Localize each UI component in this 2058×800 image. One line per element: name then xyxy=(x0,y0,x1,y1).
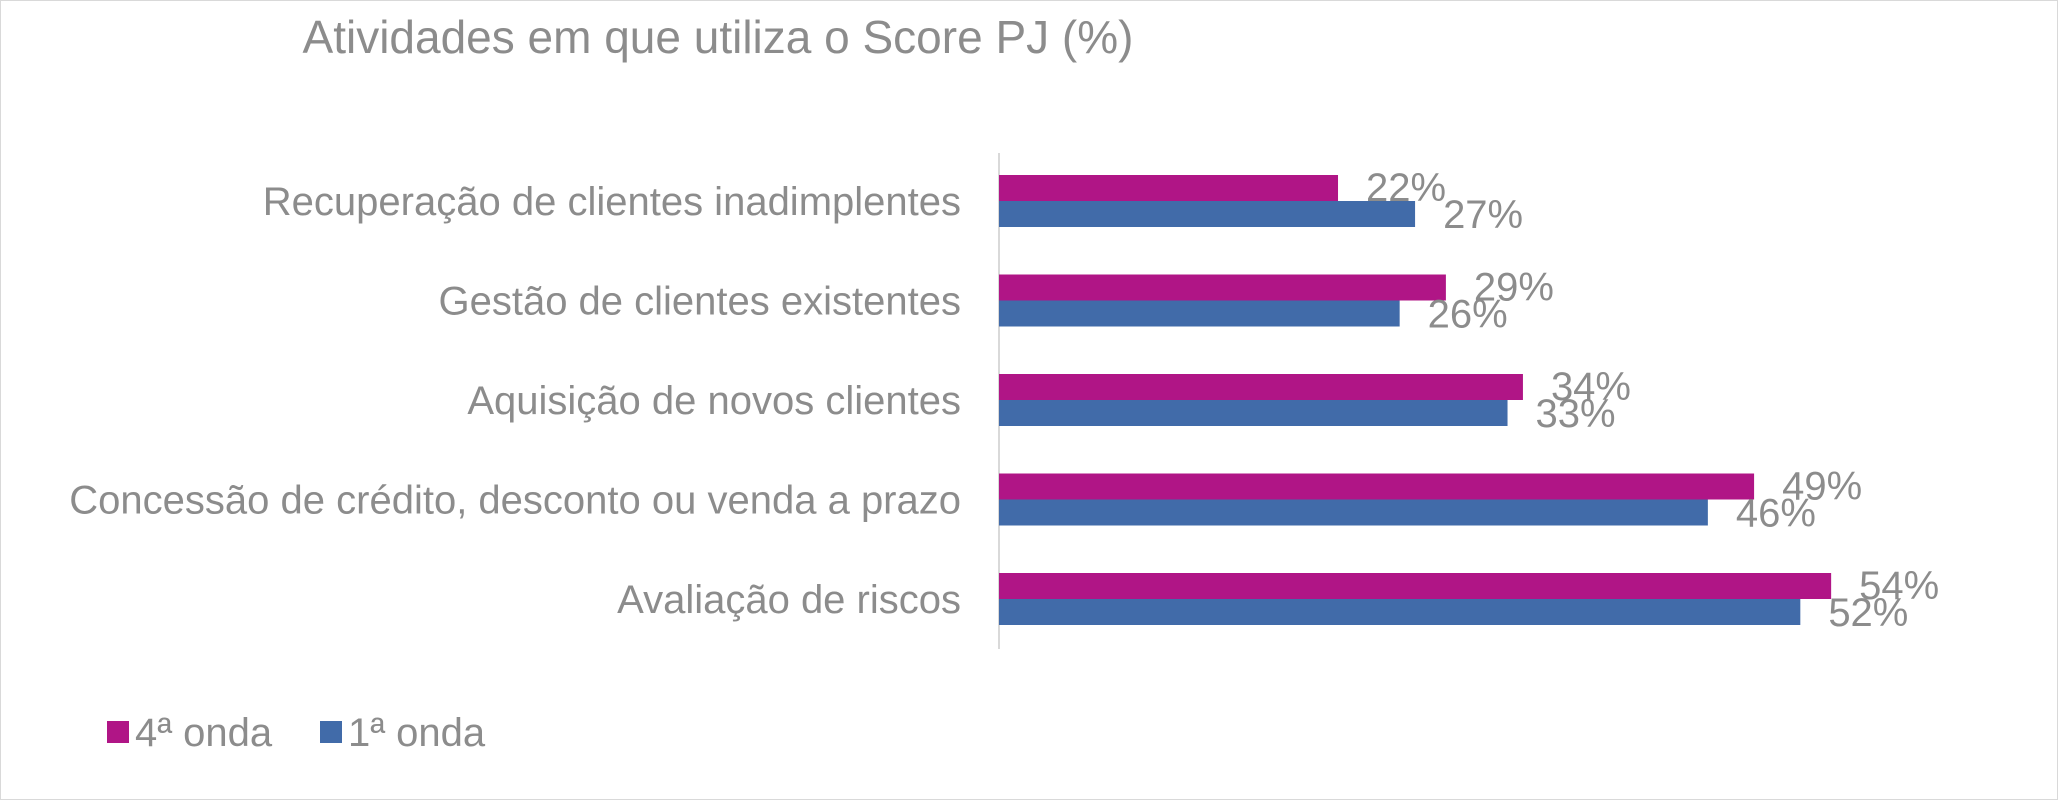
legend-label: 4ª onda xyxy=(135,711,273,755)
bar-series-b xyxy=(999,499,1708,526)
legend-label: 1ª onda xyxy=(348,711,486,755)
bar-series-b xyxy=(999,400,1508,426)
legend-swatch xyxy=(320,721,342,743)
bar-series-a xyxy=(999,473,1755,500)
data-label: 46% xyxy=(1736,492,1816,536)
bar-series-a xyxy=(999,175,1339,201)
data-label: 26% xyxy=(1428,293,1508,337)
bar-series-a xyxy=(999,374,1523,400)
bars-group xyxy=(999,175,1832,625)
data-label: 22% xyxy=(1366,166,1446,210)
legend-swatch xyxy=(107,721,129,743)
bar-series-b xyxy=(999,201,1416,227)
data-label: 34% xyxy=(1551,365,1631,409)
category-label: Avaliação de riscos xyxy=(617,578,961,622)
legend: 4ª onda 1ª onda xyxy=(107,711,486,755)
labels-group: Recuperação de clientes inadimplentes 22%… xyxy=(69,166,1939,635)
bar-series-b xyxy=(999,599,1801,625)
data-label: 54% xyxy=(1859,564,1939,608)
data-label: 52% xyxy=(1828,591,1908,635)
category-label: Recuperação de clientes inadimplentes xyxy=(263,180,961,224)
data-label: 27% xyxy=(1443,193,1523,237)
data-label: 29% xyxy=(1474,266,1554,310)
category-label: Concessão de crédito, desconto ou venda … xyxy=(69,479,961,523)
bar-series-a xyxy=(999,274,1446,301)
data-label: 49% xyxy=(1782,465,1862,509)
bar-series-b xyxy=(999,300,1400,327)
data-label: 33% xyxy=(1536,392,1616,436)
category-label: Gestão de clientes existentes xyxy=(438,280,961,324)
bar-series-a xyxy=(999,573,1832,599)
chart-title: Atividades em que utiliza o Score PJ (%) xyxy=(303,11,1134,63)
category-label: Aquisição de novos clientes xyxy=(467,379,961,423)
